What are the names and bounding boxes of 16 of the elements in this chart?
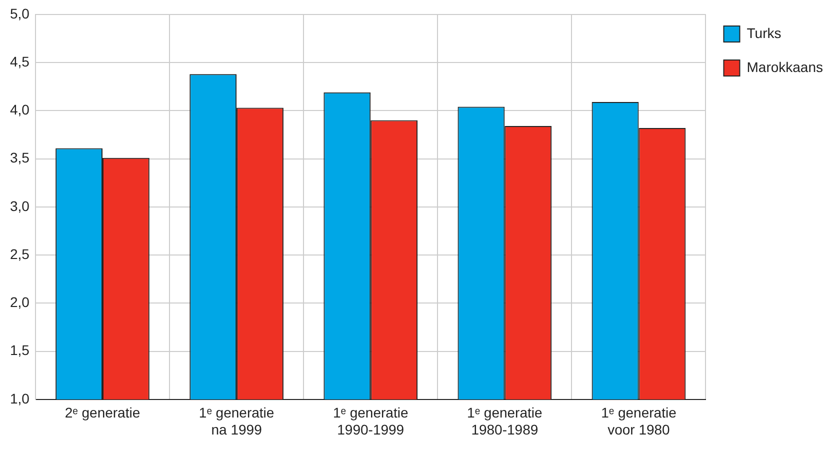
y-tick-label: 3,0 [10, 198, 30, 214]
legend-label: Turks [746, 24, 782, 41]
y-tick-label: 2,5 [10, 246, 30, 262]
y-tick-label: 4,0 [10, 102, 30, 118]
legend-label: Marokkaans [746, 58, 824, 75]
y-tick-label: 1,0 [10, 390, 30, 406]
y-tick-label: 4,5 [10, 53, 30, 70]
x-tick-label: 1ᵉ generatie 1990-1999 [332, 404, 408, 438]
x-tick-label: 1ᵉ generatie na 1999 [198, 404, 274, 438]
y-tick-label: 5,0 [10, 5, 30, 22]
x-tick-label: 1ᵉ generatie 1980-1989 [467, 404, 542, 438]
y-tick-label: 3,5 [10, 150, 30, 166]
y-tick-label: 2,0 [10, 294, 30, 310]
x-tick-label: 1ᵉ generatie voor 1980 [601, 404, 677, 438]
x-tick-label: 2ᵉ generatie [64, 404, 140, 421]
y-tick-label: 1,5 [10, 342, 30, 358]
